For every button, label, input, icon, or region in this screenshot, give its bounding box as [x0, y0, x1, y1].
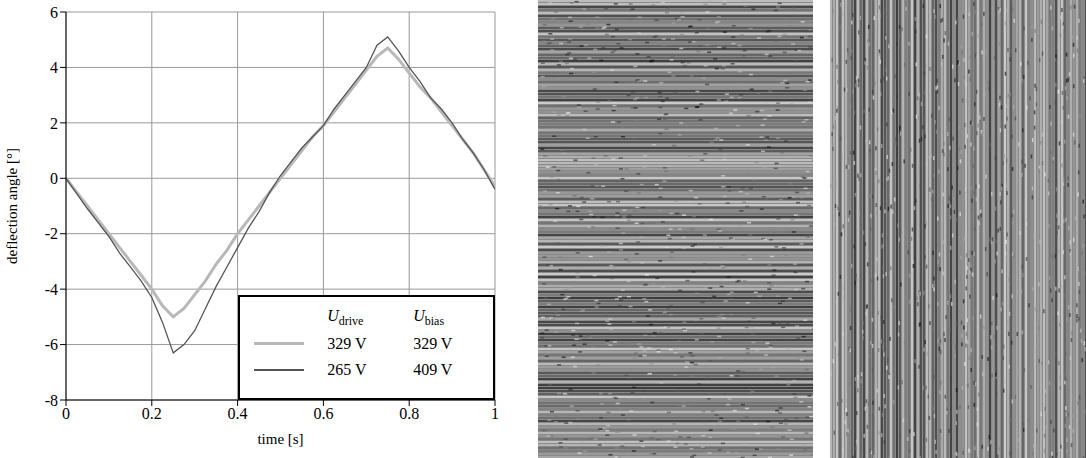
- html-text:265 V: 265 V: [327, 360, 367, 378]
- html-text:329 V: 329 V: [413, 334, 453, 352]
- svg-text:0.8: 0.8: [399, 405, 419, 422]
- svg-text:-2: -2: [45, 225, 58, 242]
- svg-text:0: 0: [50, 170, 58, 187]
- svg-text:1: 1: [491, 405, 499, 422]
- svg-text:time [s]: time [s]: [257, 431, 303, 447]
- html-text:Ubias: Ubias: [413, 306, 445, 328]
- svg-text:6: 6: [50, 4, 58, 21]
- svg-text:0.4: 0.4: [228, 405, 248, 422]
- svg-text:0.6: 0.6: [313, 405, 333, 422]
- svg-text:deflection angle [°]: deflection angle [°]: [4, 148, 20, 264]
- svg-text:0: 0: [62, 405, 70, 422]
- svg-text:0.2: 0.2: [142, 405, 162, 422]
- svg-text:-4: -4: [45, 281, 58, 298]
- svg-text:2: 2: [50, 115, 58, 132]
- html-text:329 V: 329 V: [327, 334, 367, 352]
- svg-text:-6: -6: [45, 336, 58, 353]
- html-text:Udrive: Udrive: [327, 306, 364, 328]
- html-text:409 V: 409 V: [413, 360, 453, 378]
- svg-text:-8: -8: [45, 392, 58, 409]
- svg-text:4: 4: [50, 59, 58, 76]
